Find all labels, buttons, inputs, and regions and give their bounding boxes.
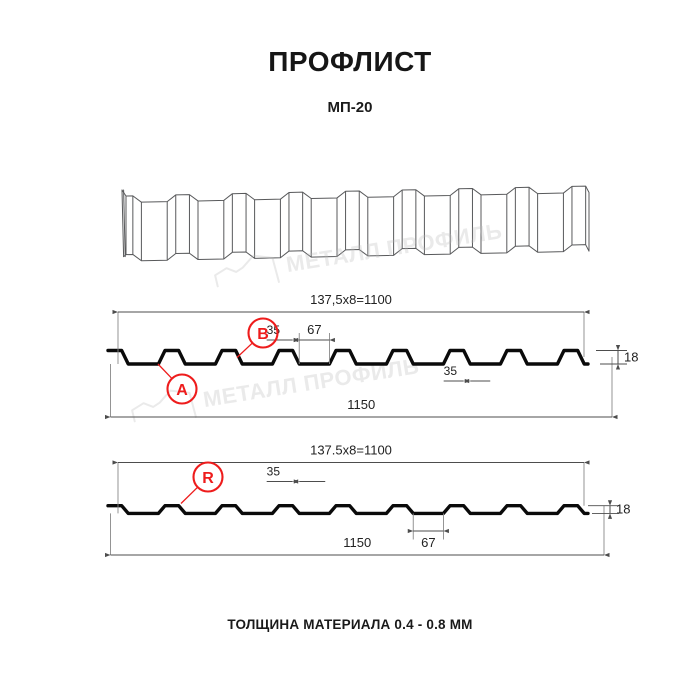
svg-text:137.5x8=1100: 137.5x8=1100 — [310, 443, 392, 458]
svg-text:1150: 1150 — [343, 535, 371, 550]
svg-text:67: 67 — [307, 322, 321, 337]
svg-text:18: 18 — [624, 349, 638, 364]
svg-text:137,5x8=1100: 137,5x8=1100 — [310, 292, 392, 307]
svg-text:A: A — [176, 382, 188, 399]
svg-text:67: 67 — [421, 535, 435, 550]
svg-text:1150: 1150 — [347, 397, 375, 412]
svg-text:R: R — [202, 470, 214, 487]
svg-text:B: B — [257, 326, 269, 343]
svg-text:35: 35 — [267, 465, 281, 479]
svg-text:МЕТАЛЛ ПРОФИЛЬ: МЕТАЛЛ ПРОФИЛЬ — [284, 218, 504, 277]
svg-text:35: 35 — [444, 364, 458, 378]
svg-text:18: 18 — [616, 502, 630, 517]
